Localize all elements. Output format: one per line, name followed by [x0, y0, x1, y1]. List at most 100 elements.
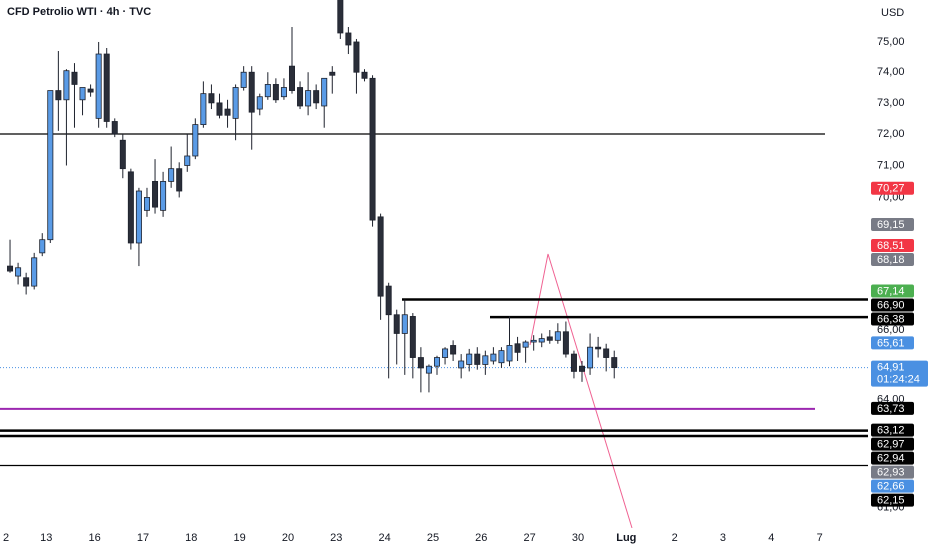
x-tick-label: 13 [40, 532, 52, 544]
candle-body [546, 336, 553, 341]
candle-body [353, 41, 360, 73]
candle-body [297, 87, 304, 107]
y-tick-label: 66,00 [877, 324, 905, 336]
candle-body [393, 314, 400, 334]
candle-body [587, 346, 594, 369]
candle-body [224, 108, 231, 116]
candle-body [31, 257, 38, 287]
price-tag [871, 437, 914, 451]
chart-title: CFD Petrolio WTI · 4h · TVC [7, 6, 151, 18]
y-tick-label: 71,00 [877, 159, 905, 171]
candle-body [530, 339, 537, 343]
candle-body [458, 360, 465, 369]
price-tag [871, 423, 914, 437]
price-tag [871, 252, 914, 266]
x-tick-label: 25 [427, 532, 439, 544]
candle-body [409, 316, 416, 358]
price-tag-label: 66,90 [877, 299, 905, 311]
candle-body [425, 365, 432, 374]
price-tag-label: 62,94 [877, 453, 905, 465]
candle-body [152, 181, 159, 208]
candle-body [474, 353, 481, 365]
y-tick-label: 74,00 [877, 66, 905, 78]
price-tag [871, 217, 914, 231]
candle-body [482, 355, 489, 365]
price-axis: 75,0074,0073,0072,0071,0070,0066,0064,00… [871, 36, 928, 513]
price-tag-label: 62,93 [877, 467, 905, 479]
price-tag [871, 401, 914, 415]
candle-body [554, 331, 561, 341]
countdown: 01:24:24 [877, 373, 920, 385]
price-tag-label: 69,15 [877, 219, 905, 231]
price-tag [871, 479, 914, 493]
candle-body [385, 285, 392, 316]
x-tick-label: 23 [330, 532, 342, 544]
candle-body [562, 331, 569, 355]
candle-body [603, 348, 610, 358]
candle-body [442, 348, 449, 358]
price-tag [871, 298, 914, 312]
candle-body [305, 90, 312, 107]
price-tag-label: 62,15 [877, 495, 905, 507]
candle-body [280, 87, 287, 98]
price-tag [871, 451, 914, 465]
candle-body [39, 239, 46, 254]
candle-body [240, 71, 247, 88]
candle-body [570, 353, 577, 372]
x-tick-label: 2 [672, 532, 678, 544]
candle-body [176, 168, 183, 192]
candle-body [55, 90, 62, 101]
last-price-label: 64,91 [877, 361, 905, 373]
candle-body [248, 71, 255, 113]
x-tick-label: 24 [379, 532, 391, 544]
x-tick-label: 2 [3, 532, 9, 544]
candle-body [272, 84, 279, 101]
candle-body [361, 71, 368, 79]
candle-body [490, 353, 497, 362]
candle-body [135, 190, 142, 244]
candle-body [369, 77, 376, 221]
candle-body [417, 357, 424, 369]
y-tick-label: 73,00 [877, 97, 905, 109]
x-tick-label: 26 [475, 532, 487, 544]
price-tag [871, 284, 914, 298]
candle-body [595, 346, 602, 350]
x-tick-label: 27 [524, 532, 536, 544]
x-tick-label: 30 [572, 532, 584, 544]
candle-body [119, 139, 126, 170]
currency: USD [881, 7, 904, 19]
price-tag-label: 65,61 [877, 337, 905, 349]
candle-body [47, 90, 54, 241]
candle-body [79, 87, 86, 101]
candle-body [143, 197, 150, 211]
candle-body [450, 345, 457, 355]
price-tag [871, 181, 914, 195]
x-tick-label: 17 [137, 532, 149, 544]
candle-body [168, 168, 175, 182]
price-tag-label: 67,14 [877, 285, 905, 297]
candle-body [377, 216, 384, 297]
candle-body [87, 88, 94, 93]
price-tag-label: 70,27 [877, 183, 905, 195]
candle-body [337, 0, 344, 34]
price-tag [871, 336, 914, 350]
candle-body [216, 102, 223, 116]
candle-body [345, 32, 352, 46]
x-tick-label: 16 [88, 532, 100, 544]
price-tag [871, 312, 914, 326]
price-tag [871, 238, 914, 252]
x-tick-label: 20 [282, 532, 294, 544]
price-tag [871, 493, 914, 507]
candle-body [7, 265, 14, 272]
price-tag [871, 465, 914, 479]
candle-body [522, 341, 529, 348]
y-tick-label: 72,00 [877, 128, 905, 140]
y-tick-label: 75,00 [877, 36, 905, 48]
price-tag-label: 66,38 [877, 313, 905, 325]
candle-body [611, 357, 618, 368]
candle-body [184, 155, 191, 166]
candle-body [256, 96, 263, 110]
candle-body [538, 338, 545, 343]
candle-body [264, 84, 271, 98]
